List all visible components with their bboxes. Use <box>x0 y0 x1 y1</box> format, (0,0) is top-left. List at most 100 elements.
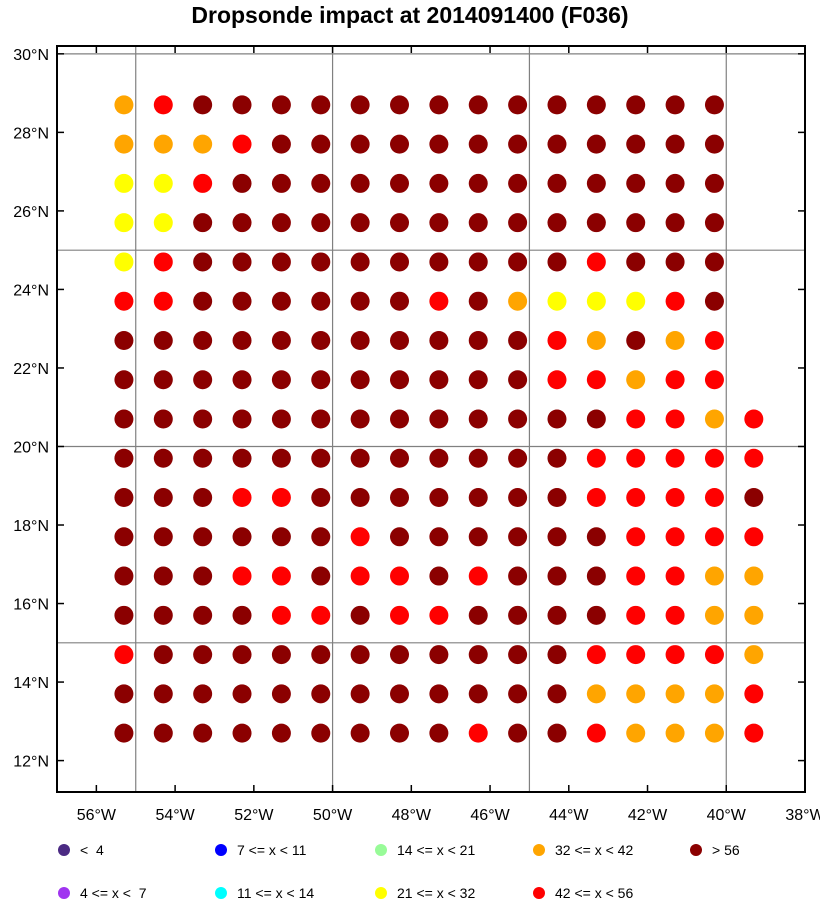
data-point <box>153 566 173 586</box>
x-tick-label: 54°W <box>155 807 195 824</box>
data-point <box>508 134 528 154</box>
data-point <box>508 95 528 115</box>
legend-swatch <box>215 844 227 856</box>
data-point <box>429 252 449 272</box>
legend-swatch <box>375 887 387 899</box>
data-point <box>153 723 173 743</box>
data-point <box>429 370 449 390</box>
data-point <box>193 409 213 429</box>
data-point <box>193 448 213 468</box>
data-point <box>390 605 410 625</box>
data-point <box>468 723 488 743</box>
data-point <box>153 645 173 665</box>
data-point <box>626 645 646 665</box>
legend-label: > 56 <box>712 842 740 858</box>
data-point <box>429 95 449 115</box>
data-point <box>704 330 724 350</box>
data-point <box>114 95 134 115</box>
data-point <box>586 488 606 508</box>
data-point <box>508 213 528 233</box>
data-point <box>468 134 488 154</box>
data-point <box>665 330 685 350</box>
legend-item: 14 <= x < 21 <box>375 842 475 858</box>
data-point <box>311 95 331 115</box>
data-point <box>547 213 567 233</box>
data-point <box>271 134 291 154</box>
data-point <box>193 488 213 508</box>
data-point <box>193 723 213 743</box>
data-point <box>586 605 606 625</box>
data-point <box>429 723 449 743</box>
data-point <box>547 684 567 704</box>
data-point <box>586 645 606 665</box>
data-point <box>311 291 331 311</box>
data-point <box>232 527 252 547</box>
data-point <box>626 527 646 547</box>
data-point <box>586 134 606 154</box>
data-point <box>153 95 173 115</box>
data-point <box>468 605 488 625</box>
data-point <box>153 448 173 468</box>
data-point <box>114 605 134 625</box>
data-point <box>508 409 528 429</box>
data-point <box>350 409 370 429</box>
data-point <box>586 448 606 468</box>
data-point <box>429 605 449 625</box>
data-point <box>704 213 724 233</box>
data-point <box>390 95 410 115</box>
data-point <box>232 723 252 743</box>
data-point <box>193 134 213 154</box>
data-point <box>626 291 646 311</box>
data-point <box>704 173 724 193</box>
legend-item: 32 <= x < 42 <box>533 842 633 858</box>
data-point <box>350 291 370 311</box>
data-point <box>704 605 724 625</box>
data-point <box>626 409 646 429</box>
data-point <box>232 213 252 233</box>
data-point <box>114 488 134 508</box>
data-point <box>665 448 685 468</box>
data-point <box>429 173 449 193</box>
data-point <box>547 723 567 743</box>
data-point <box>193 291 213 311</box>
data-point <box>311 409 331 429</box>
data-point <box>232 409 252 429</box>
data-point <box>665 527 685 547</box>
data-point <box>271 566 291 586</box>
data-point <box>626 252 646 272</box>
data-point <box>468 213 488 233</box>
data-point <box>744 645 764 665</box>
data-point <box>350 252 370 272</box>
data-point <box>626 134 646 154</box>
data-point <box>586 723 606 743</box>
data-point <box>586 330 606 350</box>
data-point <box>547 370 567 390</box>
data-point <box>271 605 291 625</box>
data-point <box>311 723 331 743</box>
data-point <box>468 330 488 350</box>
data-point <box>153 488 173 508</box>
data-point <box>271 488 291 508</box>
data-point <box>744 527 764 547</box>
data-point <box>704 134 724 154</box>
data-point <box>271 527 291 547</box>
data-point <box>114 527 134 547</box>
data-point <box>350 448 370 468</box>
data-point <box>508 370 528 390</box>
data-point <box>626 213 646 233</box>
data-point <box>311 330 331 350</box>
data-point <box>547 645 567 665</box>
data-point <box>586 370 606 390</box>
data-point <box>350 645 370 665</box>
data-point <box>468 448 488 468</box>
x-tick-label: 42°W <box>628 807 668 824</box>
data-point <box>547 173 567 193</box>
data-point <box>547 488 567 508</box>
data-point <box>350 134 370 154</box>
data-point <box>665 488 685 508</box>
data-point <box>271 723 291 743</box>
legend-swatch <box>533 844 545 856</box>
data-point <box>547 527 567 547</box>
data-point <box>350 566 370 586</box>
